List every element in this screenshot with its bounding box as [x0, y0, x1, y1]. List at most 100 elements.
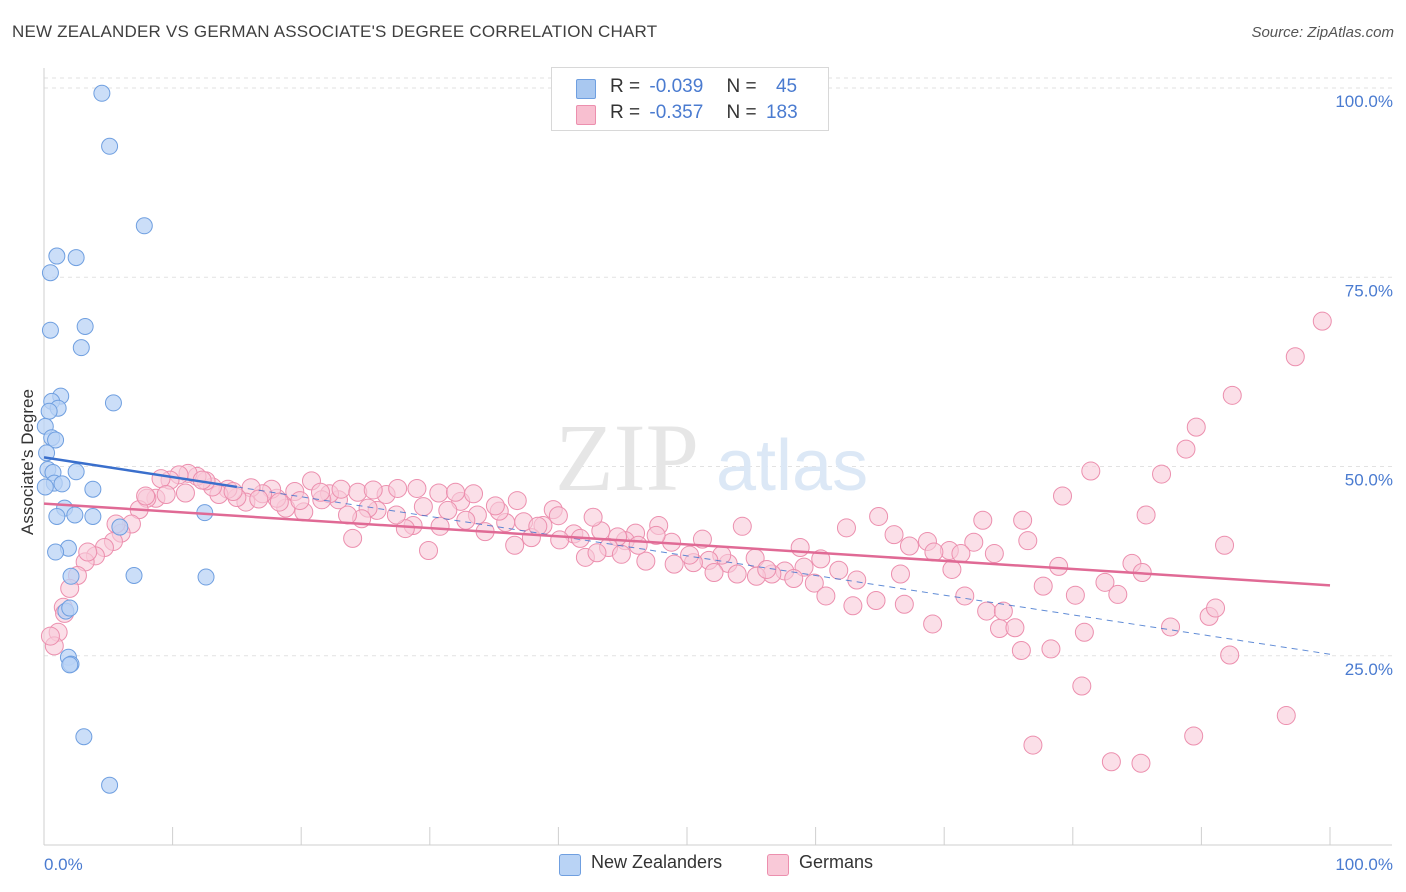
point-germans [583, 507, 603, 527]
point-germans [446, 482, 466, 502]
point-germans [1053, 486, 1073, 506]
point-germans [1152, 464, 1172, 484]
point-new-zealanders [135, 217, 153, 235]
n-label: N = [726, 102, 757, 123]
point-germans [429, 483, 449, 503]
watermark: ZIP atlas [555, 404, 868, 511]
point-germans [78, 542, 98, 562]
point-germans [923, 614, 943, 634]
point-germans [890, 564, 910, 584]
point-germans [942, 559, 962, 579]
point-germans [438, 500, 458, 520]
point-germans [249, 489, 269, 509]
point-germans [899, 536, 919, 556]
point-germans [151, 469, 171, 489]
point-germans [951, 544, 971, 564]
point-germans [680, 545, 700, 565]
y-tick-label: 75.0% [1345, 281, 1393, 300]
point-germans [1101, 752, 1121, 772]
y-tick-label: 100.0% [1335, 92, 1393, 111]
point-germans [1041, 639, 1061, 659]
y-tick-label: 50.0% [1345, 471, 1393, 490]
point-germans [732, 516, 752, 536]
trend-line-new-zealanders-dashed [236, 486, 1331, 655]
point-germans [1095, 572, 1115, 592]
bottom-legend-label: Germans [799, 852, 874, 872]
point-germans [1108, 584, 1128, 604]
point-germans [964, 532, 984, 552]
point-new-zealanders [101, 137, 119, 155]
point-new-zealanders [47, 431, 65, 449]
point-new-zealanders [48, 507, 66, 525]
point-germans [419, 541, 439, 561]
point-germans [869, 506, 889, 526]
point-new-zealanders [61, 656, 79, 674]
point-germans [1131, 753, 1151, 773]
point-germans [884, 525, 904, 545]
point-germans [1285, 347, 1305, 367]
r-label: R = [610, 102, 641, 123]
point-germans [836, 518, 856, 538]
point-germans [1074, 622, 1094, 642]
point-new-zealanders [66, 506, 84, 524]
point-germans [1013, 510, 1033, 530]
point-new-zealanders [62, 567, 80, 585]
point-germans [692, 529, 712, 549]
legend-swatch-pink [576, 105, 596, 125]
point-germans [456, 510, 476, 530]
point-germans [331, 479, 351, 499]
point-germans [664, 554, 684, 574]
point-new-zealanders [76, 317, 94, 335]
point-new-zealanders [84, 507, 102, 525]
point-germans [646, 525, 666, 545]
point-germans [528, 516, 548, 536]
point-germans [1023, 735, 1043, 755]
point-germans [757, 559, 777, 579]
point-new-zealanders [75, 728, 93, 746]
legend-text: R = -0.357 N = 183 [610, 102, 798, 124]
point-germans [550, 530, 570, 550]
point-germans [727, 564, 747, 584]
point-germans [829, 560, 849, 580]
point-germans [290, 491, 310, 511]
point-germans [955, 586, 975, 606]
point-germans [1186, 417, 1206, 437]
point-germans [1215, 535, 1235, 555]
point-germans [804, 573, 824, 593]
point-germans [628, 535, 648, 555]
r-value: -0.357 [649, 102, 704, 123]
point-new-zealanders [36, 478, 54, 496]
point-germans [505, 535, 525, 555]
point-germans [507, 491, 527, 511]
point-germans [993, 601, 1013, 621]
point-new-zealanders [40, 402, 58, 420]
n-value: 183 [765, 102, 798, 123]
point-new-zealanders [53, 475, 71, 493]
point-germans [343, 528, 363, 548]
point-new-zealanders [111, 518, 129, 536]
point-germans [973, 510, 993, 530]
point-germans [587, 543, 607, 563]
trend-line-germans [43, 502, 1331, 587]
point-new-zealanders [125, 567, 143, 585]
bottom-swatch-pink [767, 854, 789, 876]
point-germans [485, 496, 505, 516]
point-germans [156, 485, 176, 505]
point-germans [1033, 576, 1053, 596]
point-germans [388, 478, 408, 498]
correlation-legend: R = -0.039 N = 45 R = -0.357 N = 183 [551, 67, 829, 131]
bottom-legend-label: New Zealanders [591, 852, 723, 872]
point-new-zealanders [67, 463, 85, 481]
point-germans [395, 519, 415, 539]
legend-text: R = -0.039 N = 45 [610, 76, 797, 98]
point-germans [464, 484, 484, 504]
point-germans [386, 505, 406, 525]
chart-source: Source: ZipAtlas.com [1251, 24, 1394, 41]
point-germans [816, 586, 836, 606]
point-germans [175, 483, 195, 503]
point-germans [847, 570, 867, 590]
point-new-zealanders [93, 84, 111, 102]
r-value: -0.039 [649, 76, 704, 97]
point-germans [1081, 461, 1101, 481]
